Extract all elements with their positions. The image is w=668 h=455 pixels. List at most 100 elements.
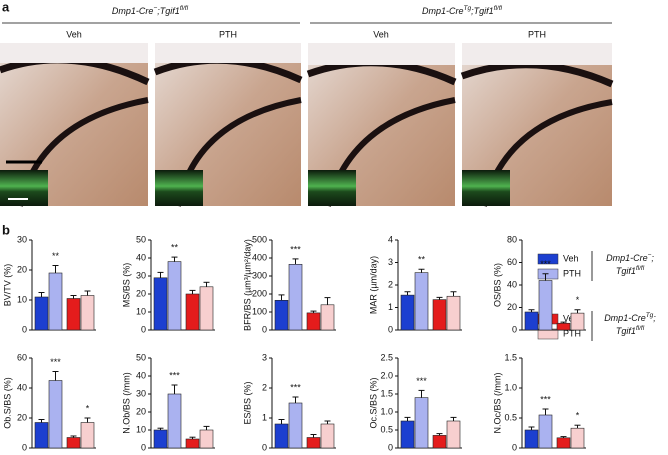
panel-label: b: [2, 222, 10, 237]
y-tick-label: 2.0: [380, 370, 393, 380]
y-axis-label: Oc.S/BS (%): [368, 377, 378, 428]
y-tick-label: 50: [136, 352, 146, 362]
genotype-part: Tgif1: [616, 266, 636, 276]
y-tick-label: 20: [136, 406, 146, 416]
y-tick-label: 3: [262, 352, 267, 362]
genotype-part: Dmp1-Cre: [422, 6, 464, 16]
bar: [306, 312, 321, 331]
y-tick-label: 0: [512, 442, 517, 452]
genotype-part: Dmp1-Cre: [604, 313, 646, 323]
y-tick-label: 40: [136, 370, 146, 380]
y-tick-label: 30: [17, 234, 27, 244]
y-tick-label: 30: [136, 270, 146, 280]
genotype-part: Dmp1-Cre: [606, 253, 648, 263]
y-tick-label: 4: [388, 234, 393, 244]
bar: [524, 429, 539, 449]
legend-swatch: [537, 253, 559, 265]
y-tick-label: 0: [262, 324, 267, 334]
genotype-superscript: Tg: [464, 5, 472, 12]
genotype-part: ;Tgif1: [157, 6, 180, 16]
bar: [185, 293, 200, 331]
micrograph: [460, 43, 614, 207]
genotype-part: Dmp1-Cre: [112, 6, 154, 16]
bar: [570, 312, 585, 331]
bar: [274, 299, 289, 331]
genotype-part: Tgif1: [616, 326, 636, 336]
significance: ***: [290, 382, 301, 392]
y-tick-label: 20: [136, 288, 146, 298]
bar: [414, 397, 429, 449]
y-tick-label: 30: [136, 388, 146, 398]
bar: [66, 298, 81, 331]
bar: [199, 429, 214, 449]
significance: **: [52, 251, 60, 261]
bar: [167, 261, 182, 331]
y-tick-label: 500: [252, 234, 267, 244]
genotype: Dmp1-Cre−;: [606, 252, 654, 263]
genotype-superscript: fl/fl: [180, 5, 189, 12]
genotype-superscript: −: [153, 5, 157, 12]
significance: **: [418, 255, 426, 265]
bar: [288, 402, 303, 449]
genotype-part: ;Tgif1: [471, 6, 494, 16]
y-tick-label: 3: [388, 257, 393, 267]
genotype-part: ;: [653, 313, 656, 323]
legend-label: PTH: [563, 268, 581, 278]
genotype-superscript: fl/fl: [494, 5, 503, 12]
significance: ***: [290, 244, 301, 254]
micrograph: [0, 43, 150, 207]
genotype: Tgif1fl/fl: [616, 265, 645, 276]
bar: [34, 296, 49, 331]
y-tick-label: 1.0: [504, 382, 517, 392]
genotype: Tgif1fl/fl: [616, 325, 645, 336]
y-tick-label: 0: [388, 442, 393, 452]
legend-label: Veh: [563, 253, 579, 263]
bar: [66, 437, 81, 449]
bar: [306, 437, 321, 449]
y-axis-label: Ob.S/BS (%): [2, 377, 12, 429]
bar: [34, 422, 49, 449]
y-tick-label: 1.5: [504, 352, 517, 362]
micrographs: [0, 43, 614, 207]
y-axis-label: N.Oc/BS (/mm): [492, 373, 502, 434]
y-tick-label: 2: [388, 279, 393, 289]
bar: [274, 423, 289, 449]
bar: [48, 380, 63, 449]
bar: [288, 263, 303, 331]
micrograph: [306, 43, 457, 207]
bar: [446, 420, 461, 449]
y-tick-label: 1: [388, 302, 393, 312]
y-tick-label: 40: [507, 279, 517, 289]
bar: [320, 423, 335, 449]
bar: [556, 437, 571, 449]
bar: [167, 393, 182, 449]
significance: *: [86, 403, 90, 413]
bar: [538, 280, 553, 331]
y-tick-label: 0: [141, 442, 146, 452]
panel-label: a: [2, 0, 10, 14]
image-label: PTH: [219, 29, 237, 39]
image-label: Veh: [66, 29, 82, 39]
image-label: PTH: [528, 29, 546, 39]
y-tick-label: 0: [141, 324, 146, 334]
y-tick-label: 10: [136, 306, 146, 316]
y-tick-label: 0: [262, 442, 267, 452]
bar: [199, 286, 214, 331]
bar: [320, 304, 335, 331]
y-tick-label: 20: [507, 302, 517, 312]
bar: [538, 414, 553, 449]
bar: [153, 429, 168, 449]
y-axis-label: MAR (µm/day): [368, 256, 378, 314]
genotype-part: ;: [651, 253, 654, 263]
y-axis-label: BV/TV (%): [2, 264, 12, 307]
legend-label: PTH: [563, 328, 581, 338]
y-axis-label: N.Ob/BS (/mm): [121, 372, 131, 434]
genotype-superscript: Tg: [646, 312, 654, 319]
y-tick-label: 0: [512, 324, 517, 334]
y-tick-label: 0: [22, 442, 27, 452]
y-tick-label: 0.5: [504, 412, 517, 422]
significance: ***: [50, 357, 61, 367]
significance: ***: [540, 259, 551, 269]
y-tick-label: 0: [22, 324, 27, 334]
